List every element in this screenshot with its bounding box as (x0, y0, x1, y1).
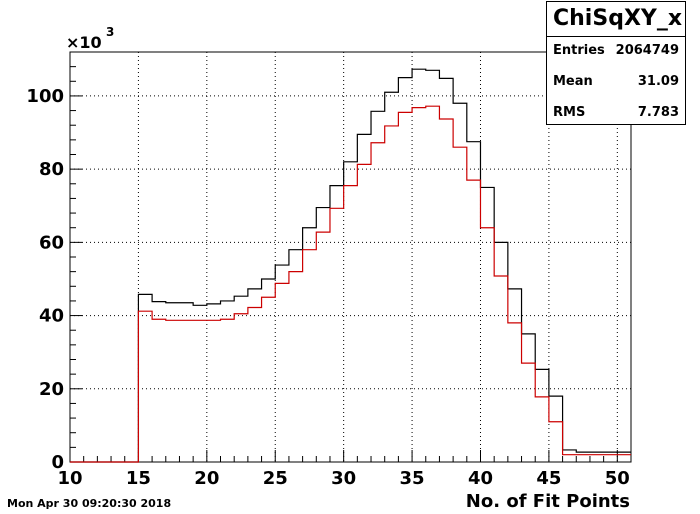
x-tick-label: 30 (331, 468, 356, 489)
stats-label-rms: RMS (553, 105, 586, 120)
x-tick-label: 25 (263, 468, 288, 489)
x-tick-label: 10 (57, 468, 82, 489)
stats-row-entries: Entries 2064749 (553, 43, 679, 58)
stats-label-mean: Mean (553, 74, 593, 89)
histogram-series-black (70, 68, 631, 463)
x-tick-label: 40 (468, 468, 493, 489)
y-tick-label: 100 (26, 86, 64, 107)
y-tick-label: 20 (39, 379, 64, 400)
stats-row-rms: RMS 7.783 (553, 105, 679, 120)
x-tick-label: 35 (400, 468, 425, 489)
x-tick-label: 20 (194, 468, 219, 489)
y-tick-label: 80 (39, 159, 64, 180)
x-tick-label: 15 (126, 468, 151, 489)
y-tick-label: 40 (39, 306, 64, 327)
x-axis-label: No. of Fit Points (465, 491, 630, 512)
stats-value-rms: 7.783 (637, 105, 679, 120)
x-tick-label: 45 (536, 468, 561, 489)
histogram-series-red (70, 105, 631, 463)
y-tick-label: 0 (51, 452, 64, 473)
y-multiplier-exponent: 3 (106, 25, 114, 39)
stats-row-mean: Mean 31.09 (553, 74, 679, 89)
stats-value-entries: 2064749 (615, 43, 679, 58)
stats-box: ChiSqXY_x Entries 2064749 Mean 31.09 RMS… (546, 1, 686, 125)
x-tick-label: 50 (605, 468, 630, 489)
datestamp: Mon Apr 30 09:20:30 2018 (7, 497, 172, 510)
y-tick-label: 60 (39, 232, 64, 253)
stats-title: ChiSqXY_x (547, 2, 685, 37)
stats-label-entries: Entries (553, 43, 605, 58)
stats-value-mean: 31.09 (637, 74, 679, 89)
y-multiplier-label: ×10 (66, 33, 102, 52)
